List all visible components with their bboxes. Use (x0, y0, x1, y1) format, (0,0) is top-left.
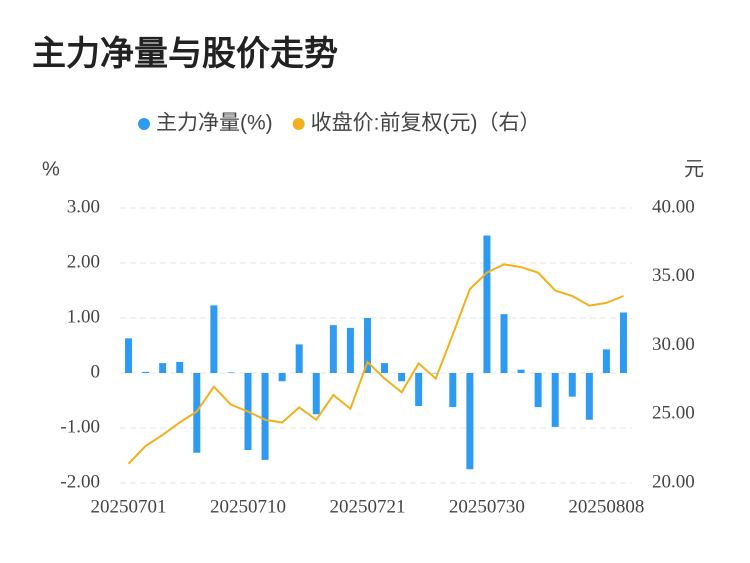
y-tick-label: 0 (91, 361, 101, 382)
y2-tick-label: 25.00 (652, 403, 695, 424)
bar (432, 373, 440, 374)
bar (381, 363, 389, 373)
y-axis-label: % (42, 158, 60, 180)
bar (227, 372, 235, 373)
legend-marker (292, 118, 305, 130)
y-tick-label: 1.00 (67, 306, 100, 327)
price-line (127, 263, 624, 465)
bar (363, 318, 371, 373)
bar (500, 314, 508, 373)
bar (568, 373, 576, 397)
y-tick-label: 2.00 (67, 251, 100, 272)
bar (534, 373, 542, 408)
bar (466, 373, 474, 470)
bar (193, 373, 201, 453)
y-tick-label: -2.00 (60, 471, 100, 492)
bar (449, 373, 457, 408)
y2-axis-label: 元 (684, 158, 704, 180)
bar (329, 325, 337, 373)
chart-title: 主力净量与股价走势 (32, 35, 338, 73)
y-tick-label: -1.00 (60, 416, 100, 437)
bar (210, 305, 218, 373)
x-tick-label: 20250730 (449, 496, 525, 517)
bar (619, 312, 627, 373)
bar (159, 363, 167, 373)
bar (278, 373, 286, 382)
x-tick-label: 20250721 (329, 496, 405, 517)
y2-tick-label: 40.00 (652, 196, 695, 217)
y2-tick-label: 20.00 (652, 471, 695, 492)
x-tick-label: 20250710 (210, 496, 286, 517)
bar (551, 373, 559, 427)
bar (346, 327, 354, 373)
legend-label: 收盘价:前复权(元)（右） (311, 112, 541, 135)
bar (398, 373, 406, 382)
bar (142, 371, 150, 373)
bar (415, 373, 423, 406)
x-tick-label: 20250808 (568, 496, 644, 517)
bar (295, 344, 303, 373)
legend-marker (138, 118, 150, 130)
x-tick-label: 20250701 (91, 496, 167, 517)
legend-label: 主力净量(%) (156, 112, 273, 135)
y-tick-label: 3.00 (67, 196, 100, 217)
y2-tick-label: 30.00 (652, 334, 695, 355)
bar (261, 373, 269, 460)
bar (585, 373, 593, 420)
bar (125, 338, 133, 373)
bar (602, 349, 610, 373)
bar (312, 373, 320, 415)
bar (517, 369, 525, 373)
y2-tick-label: 35.00 (652, 265, 695, 286)
bar (176, 362, 184, 373)
bar (483, 235, 491, 373)
